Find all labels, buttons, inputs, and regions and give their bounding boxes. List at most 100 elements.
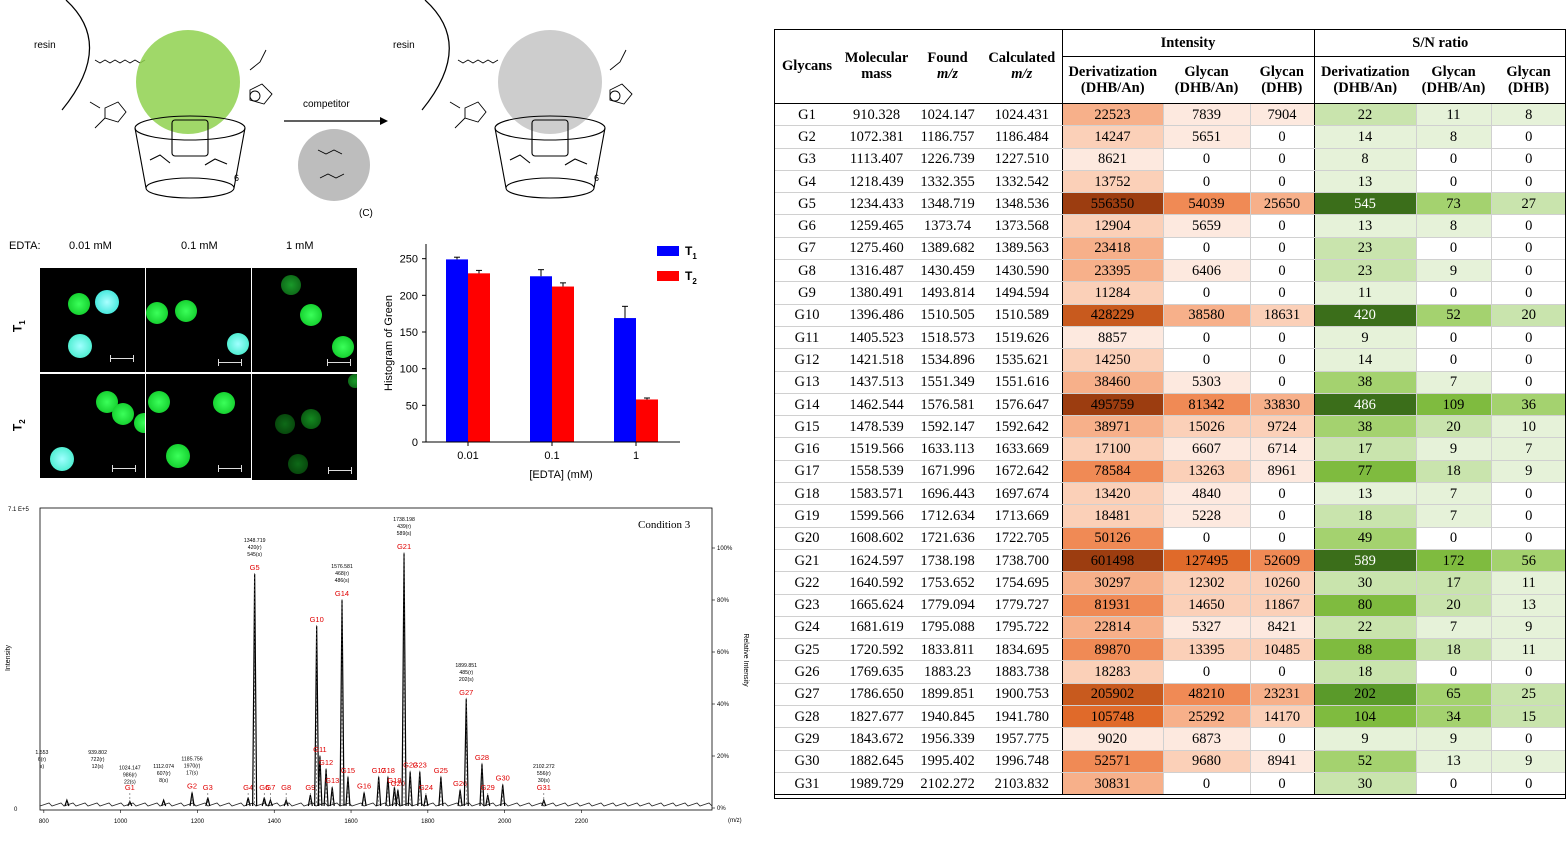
- peak-label-g15: G15: [341, 766, 355, 775]
- table-cell: 1478.539: [840, 415, 913, 439]
- table-cell: 1510.589: [982, 304, 1062, 327]
- table-cell: 50126: [1061, 527, 1163, 550]
- spectrum-x-tick-label: 1600: [344, 819, 358, 825]
- table-cell: 127495: [1162, 549, 1250, 573]
- table-cell: 1633.113: [913, 437, 982, 461]
- peak-annotation: 556(r): [537, 771, 551, 777]
- table-row: G31 1989.729 2102.272 2103.832 30831 0 0 30 0 0: [774, 772, 1566, 796]
- table-cell: 0: [1490, 527, 1566, 550]
- table-row: G29 1843.672 1956.339 1957.775 9020 6873 0 9 9 0: [774, 727, 1566, 751]
- triazole-right: [449, 49, 633, 129]
- table-row: G16 1519.566 1633.113 1633.669 17100 6607 6714…: [774, 437, 1566, 461]
- spectrum-y2label: Relative Intensity: [742, 633, 749, 687]
- table-cell: 12904: [1061, 214, 1163, 238]
- micrograph-t1-1: [252, 268, 357, 372]
- conc-label-2: 0.1 mM: [181, 240, 218, 252]
- table-row: G10 1396.486 1510.505 1510.589 428229 38580 18…: [774, 304, 1566, 327]
- spectrum-y0: 0: [14, 807, 18, 813]
- table-cell: 1576.647: [982, 393, 1062, 417]
- table-row: G28 1827.677 1940.845 1941.780 105748 25292 14…: [774, 705, 1566, 729]
- table-cell: 9: [1415, 259, 1491, 283]
- table-row: G18 1583.571 1696.443 1697.674 13420 4840 0 13 7…: [774, 482, 1566, 506]
- cyclodextrin-right: [494, 115, 606, 199]
- table-row: G1 910.328 1024.147 1024.431 22523 7839 7904 22…: [774, 103, 1566, 127]
- peak-annotation: 22(s): [124, 780, 136, 786]
- table-cell: 0: [1162, 772, 1250, 796]
- table-cell: 38580: [1162, 304, 1250, 327]
- table-cell: 1883.23: [913, 660, 982, 684]
- peak-label-g26: G26: [453, 779, 467, 788]
- table-cell: 20: [1415, 415, 1491, 439]
- legend-swatch-t1: [657, 246, 679, 256]
- table-cell: 23: [1313, 237, 1416, 261]
- table-cell: 1672.642: [982, 460, 1062, 484]
- legend-label-t1-sub: 1: [692, 252, 697, 261]
- header-found: Found m/z: [913, 29, 982, 104]
- spectrum-x-tick-label: 2200: [575, 819, 589, 825]
- table-cell: 0: [1490, 281, 1566, 305]
- peak-label-g4: G4: [243, 783, 253, 792]
- peak-annotation: 420(r): [248, 545, 262, 551]
- peak-annotation: 1348.719: [244, 538, 266, 544]
- table-cell: 88: [1313, 638, 1416, 662]
- table-cell: 12302: [1162, 571, 1250, 595]
- resin-label-right: resin: [393, 40, 415, 51]
- table-cell: 0: [1415, 326, 1491, 350]
- table-cell: 0: [1490, 125, 1566, 149]
- table-cell: 1696.443: [913, 482, 982, 506]
- table-cell: 486: [1313, 393, 1416, 417]
- table-cell: 77: [1313, 460, 1416, 484]
- green-sphere: [136, 30, 240, 134]
- table-cell: G12: [774, 348, 840, 372]
- table-cell: 0: [1162, 527, 1250, 550]
- table-cell: 65: [1415, 683, 1491, 707]
- table-cell: 0: [1415, 348, 1491, 372]
- table-cell: 8421: [1249, 616, 1314, 640]
- table-cell: 18: [1415, 638, 1491, 662]
- table-cell: 18: [1313, 504, 1416, 528]
- spectrum-peak: [64, 798, 70, 807]
- subheader-deriv-int: Derivatization (DHB/An): [1061, 56, 1163, 104]
- conc-label-3: 1 mM: [286, 240, 314, 252]
- table-cell: 0: [1249, 214, 1314, 238]
- x-axis-label: [EDTA] (mM): [529, 469, 592, 481]
- table-cell: 1712.634: [913, 504, 982, 528]
- table-cell: 7: [1415, 371, 1491, 394]
- table-cell: 9: [1490, 750, 1566, 773]
- table-cell: 0: [1415, 237, 1491, 261]
- table-cell: 0: [1415, 527, 1491, 550]
- spectrum-ylabel: Intensity: [5, 644, 12, 671]
- table-cell: 1535.621: [982, 348, 1062, 372]
- table-cell: G11: [774, 326, 840, 350]
- table-cell: 0: [1249, 660, 1314, 684]
- table-cell: 15026: [1162, 415, 1250, 439]
- table-cell: 1779.727: [982, 594, 1062, 617]
- y-axis-label: Histogram of Green: [383, 295, 395, 391]
- table-cell: 78584: [1061, 460, 1163, 484]
- spectrum-r-tick-label: 20%: [717, 754, 730, 760]
- table-cell: 0: [1490, 326, 1566, 350]
- table-cell: 1713.669: [982, 504, 1062, 528]
- legend-label-t2: T2: [685, 269, 697, 286]
- micrograph-t2-001: [40, 374, 145, 478]
- table-cell: 6406: [1162, 259, 1250, 283]
- table-row: G19 1599.566 1712.634 1713.669 18481 5228 0 18 7…: [774, 504, 1566, 528]
- table-cell: 1720.592: [840, 638, 913, 662]
- table-cell: 1995.402: [913, 750, 982, 773]
- table-cell: 18631: [1249, 304, 1314, 327]
- micrograph-t1-01: [146, 268, 251, 372]
- table-cell: 49: [1313, 527, 1416, 550]
- table-cell: G24: [774, 616, 840, 640]
- peak-label-g31: G31: [537, 783, 551, 792]
- table-cell: 1843.672: [840, 727, 913, 751]
- legend-label-t2-sub: 2: [692, 277, 697, 286]
- header-molecular-mass: Molecular mass: [840, 29, 913, 104]
- table-cell: 0: [1490, 170, 1566, 194]
- table-cell: 1576.581: [913, 393, 982, 417]
- table-cell: 9: [1313, 727, 1416, 751]
- row-label-t1: T1: [11, 320, 27, 332]
- table-cell: 0: [1162, 348, 1250, 372]
- table-cell: 202: [1313, 683, 1416, 707]
- table-cell: 1882.645: [840, 750, 913, 773]
- table-cell: 1989.729: [840, 772, 913, 796]
